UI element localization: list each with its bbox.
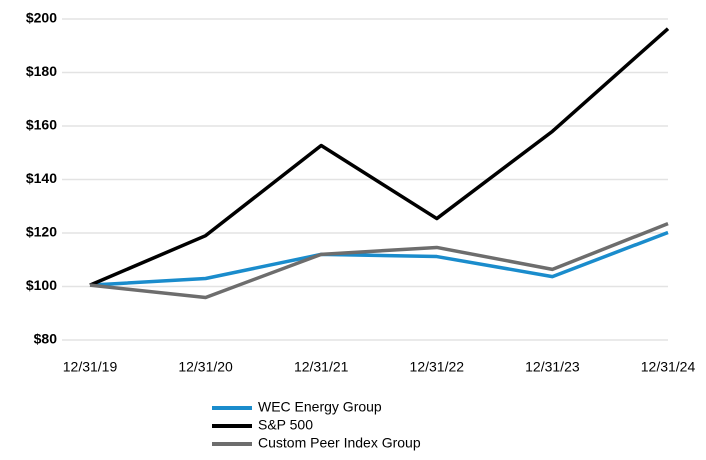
x-tick-label: 12/31/20 (178, 359, 233, 375)
x-tick-label: 12/31/21 (294, 359, 349, 375)
y-tick-label: $200 (26, 10, 57, 26)
legend-label: Custom Peer Index Group (258, 435, 421, 451)
series-line (89, 27, 670, 287)
series-line (89, 222, 669, 300)
y-tick-label: $140 (26, 170, 57, 186)
x-tick-label: 12/31/24 (641, 359, 696, 375)
y-tick-label: $160 (26, 117, 57, 133)
legend-label: WEC Energy Group (258, 399, 382, 415)
y-tick-label: $120 (26, 224, 57, 240)
x-tick-label: 12/31/19 (63, 359, 118, 375)
y-tick-label: $80 (34, 331, 58, 347)
series-line (89, 230, 669, 287)
legend-label: S&P 500 (258, 417, 313, 433)
y-tick-label: $100 (26, 277, 57, 293)
x-tick-label: 12/31/22 (410, 359, 465, 375)
y-tick-label: $180 (26, 63, 57, 79)
x-tick-label: 12/31/23 (525, 359, 580, 375)
